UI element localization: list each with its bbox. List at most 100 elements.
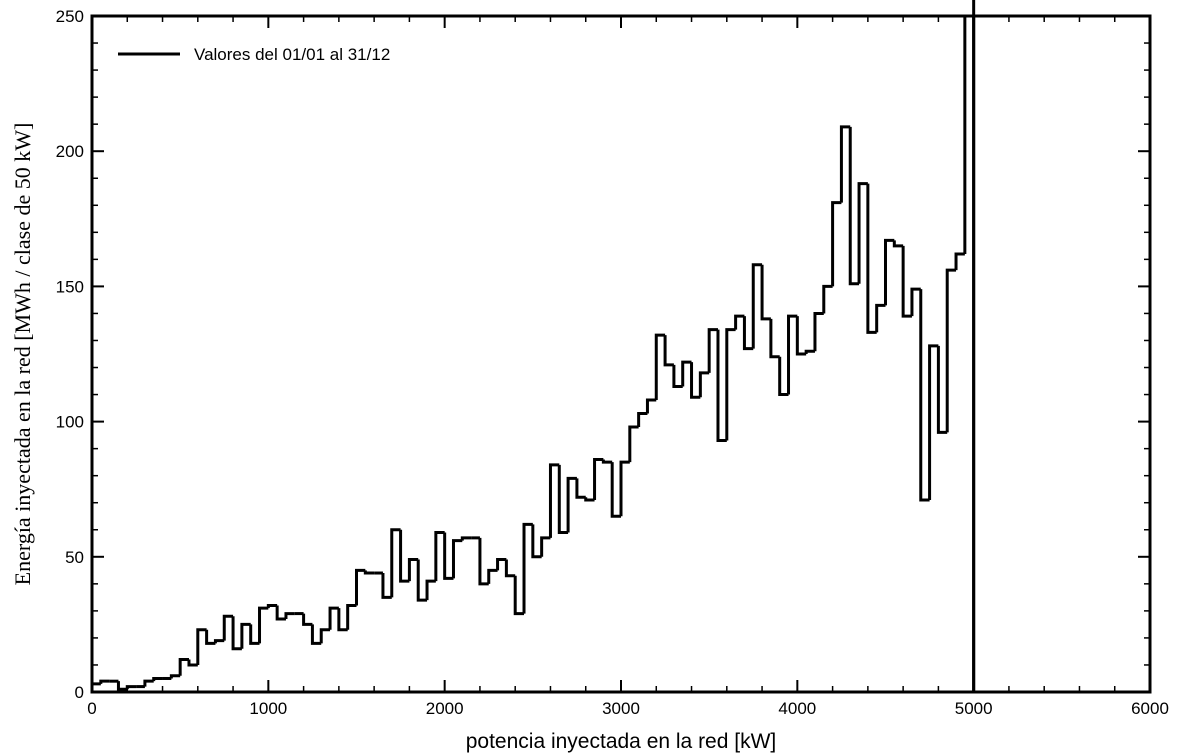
- histogram-bin: [778, 356, 789, 397]
- histogram-bin: [407, 558, 419, 582]
- histogram-bin: [928, 344, 939, 501]
- axis-ticks: [91, 15, 1151, 693]
- x-tick-label: 5000: [955, 699, 993, 718]
- x-tick-label: 0: [87, 699, 96, 718]
- histogram-bin: [619, 460, 630, 517]
- histogram-bin: [769, 318, 780, 359]
- histogram-bin: [196, 628, 207, 665]
- histogram-bin: [593, 457, 604, 501]
- histogram-bin: [584, 497, 595, 502]
- histogram-bin: [725, 328, 736, 441]
- histogram-bin: [275, 605, 286, 621]
- histogram-bin: [839, 125, 851, 203]
- histogram-bin: [795, 316, 807, 356]
- histogram-bin: [152, 676, 163, 682]
- histogram-bin: [381, 573, 392, 599]
- histogram-bin: [496, 558, 507, 571]
- histogram-bin: [866, 183, 877, 334]
- histogram-bin: [901, 245, 912, 318]
- histogram-bin: [178, 658, 189, 676]
- histogram-bin: [848, 126, 860, 286]
- histogram-bin: [310, 624, 322, 645]
- histogram-bin: [249, 624, 260, 645]
- histogram-bin: [954, 252, 965, 271]
- histogram-bin: [213, 639, 225, 644]
- histogram-bin: [266, 603, 278, 609]
- histogram-bin: [540, 536, 551, 557]
- y-tick-label: 0: [75, 683, 84, 702]
- histogram-bin: [222, 614, 234, 641]
- histogram-bin: [831, 201, 842, 287]
- histogram-bin: [936, 345, 948, 434]
- histogram-bin: [734, 314, 745, 330]
- plot-area: [92, 16, 976, 692]
- histogram-bin: [231, 616, 242, 651]
- histogram-bin: [92, 682, 101, 692]
- y-tick-label: 100: [56, 413, 84, 432]
- histogram-bin: [875, 303, 886, 333]
- histogram-bin: [319, 628, 331, 644]
- histogram-bin: [425, 579, 436, 601]
- histogram-bin: [742, 316, 754, 351]
- plot-frame: [90, 14, 1152, 694]
- x-tick-label: 2000: [426, 699, 464, 718]
- histogram-bin: [513, 575, 525, 616]
- histogram-bin: [337, 608, 348, 632]
- histogram-bin: [707, 328, 718, 373]
- x-tick-label: 1000: [249, 699, 287, 718]
- histogram-bin: [443, 532, 454, 580]
- histogram-bin: [919, 289, 930, 502]
- histogram-bin: [822, 284, 833, 314]
- histogram-bin: [416, 559, 428, 602]
- histogram-bin: [813, 311, 824, 352]
- histogram-bin: [240, 622, 251, 649]
- histogram-bin: [522, 522, 533, 614]
- histogram-bin: [205, 629, 216, 645]
- y-tick-label: 150: [56, 277, 84, 296]
- histogram-bin: [787, 314, 798, 395]
- histogram-bin: [487, 568, 498, 584]
- histogram-bin: [531, 524, 542, 559]
- histogram-bin: [346, 603, 357, 630]
- histogram-bin: [698, 371, 710, 398]
- histogram-bin: [654, 333, 666, 400]
- histogram-bin: [601, 459, 613, 464]
- histogram-bin: [557, 464, 569, 534]
- histogram-bin: [760, 264, 771, 321]
- histogram-bin: [910, 287, 921, 317]
- x-tick-label: 4000: [778, 699, 816, 718]
- histogram-bin: [663, 335, 674, 367]
- histogram-bin: [116, 681, 128, 691]
- histogram-bin: [169, 674, 181, 679]
- histogram-bin: [884, 238, 895, 306]
- histogram-bin: [434, 530, 445, 582]
- histogram-bin: [460, 536, 472, 541]
- legend: Valores del 01/01 al 31/12: [118, 45, 390, 64]
- y-axis-label: Energía inyectada en la red [MWh / clase…: [10, 123, 35, 586]
- histogram-bin: [672, 364, 683, 388]
- histogram-bin: [302, 613, 313, 626]
- y-tick-label: 200: [56, 142, 84, 161]
- y-tick-label: 250: [56, 7, 84, 26]
- y-tick-label: 50: [65, 548, 84, 567]
- histogram-bin: [628, 425, 639, 463]
- histogram-bin: [125, 685, 137, 690]
- x-axis-label: potencia inyectada en la red [kW]: [466, 730, 777, 753]
- histogram-bin: [328, 606, 339, 630]
- histogram-bin: [355, 568, 366, 606]
- histogram-bin: [804, 349, 815, 354]
- histogram-bin: [637, 411, 648, 428]
- histogram-bin: [857, 182, 868, 284]
- histogram-bin: [892, 240, 904, 248]
- histogram-bin: [363, 570, 375, 575]
- histogram-bin: [258, 606, 269, 644]
- tick-labels: 0 1000 2000 3000 4000 5000 6000 0 50 100 150 200 250: [56, 7, 1169, 718]
- histogram-bin: [478, 537, 489, 586]
- histogram-bin: [284, 612, 295, 619]
- histogram-bin: [143, 679, 154, 687]
- x-tick-label: 3000: [602, 699, 640, 718]
- histogram-bin: [99, 679, 110, 684]
- histogram-bin: [548, 463, 560, 538]
- histogram-bin: [751, 263, 763, 349]
